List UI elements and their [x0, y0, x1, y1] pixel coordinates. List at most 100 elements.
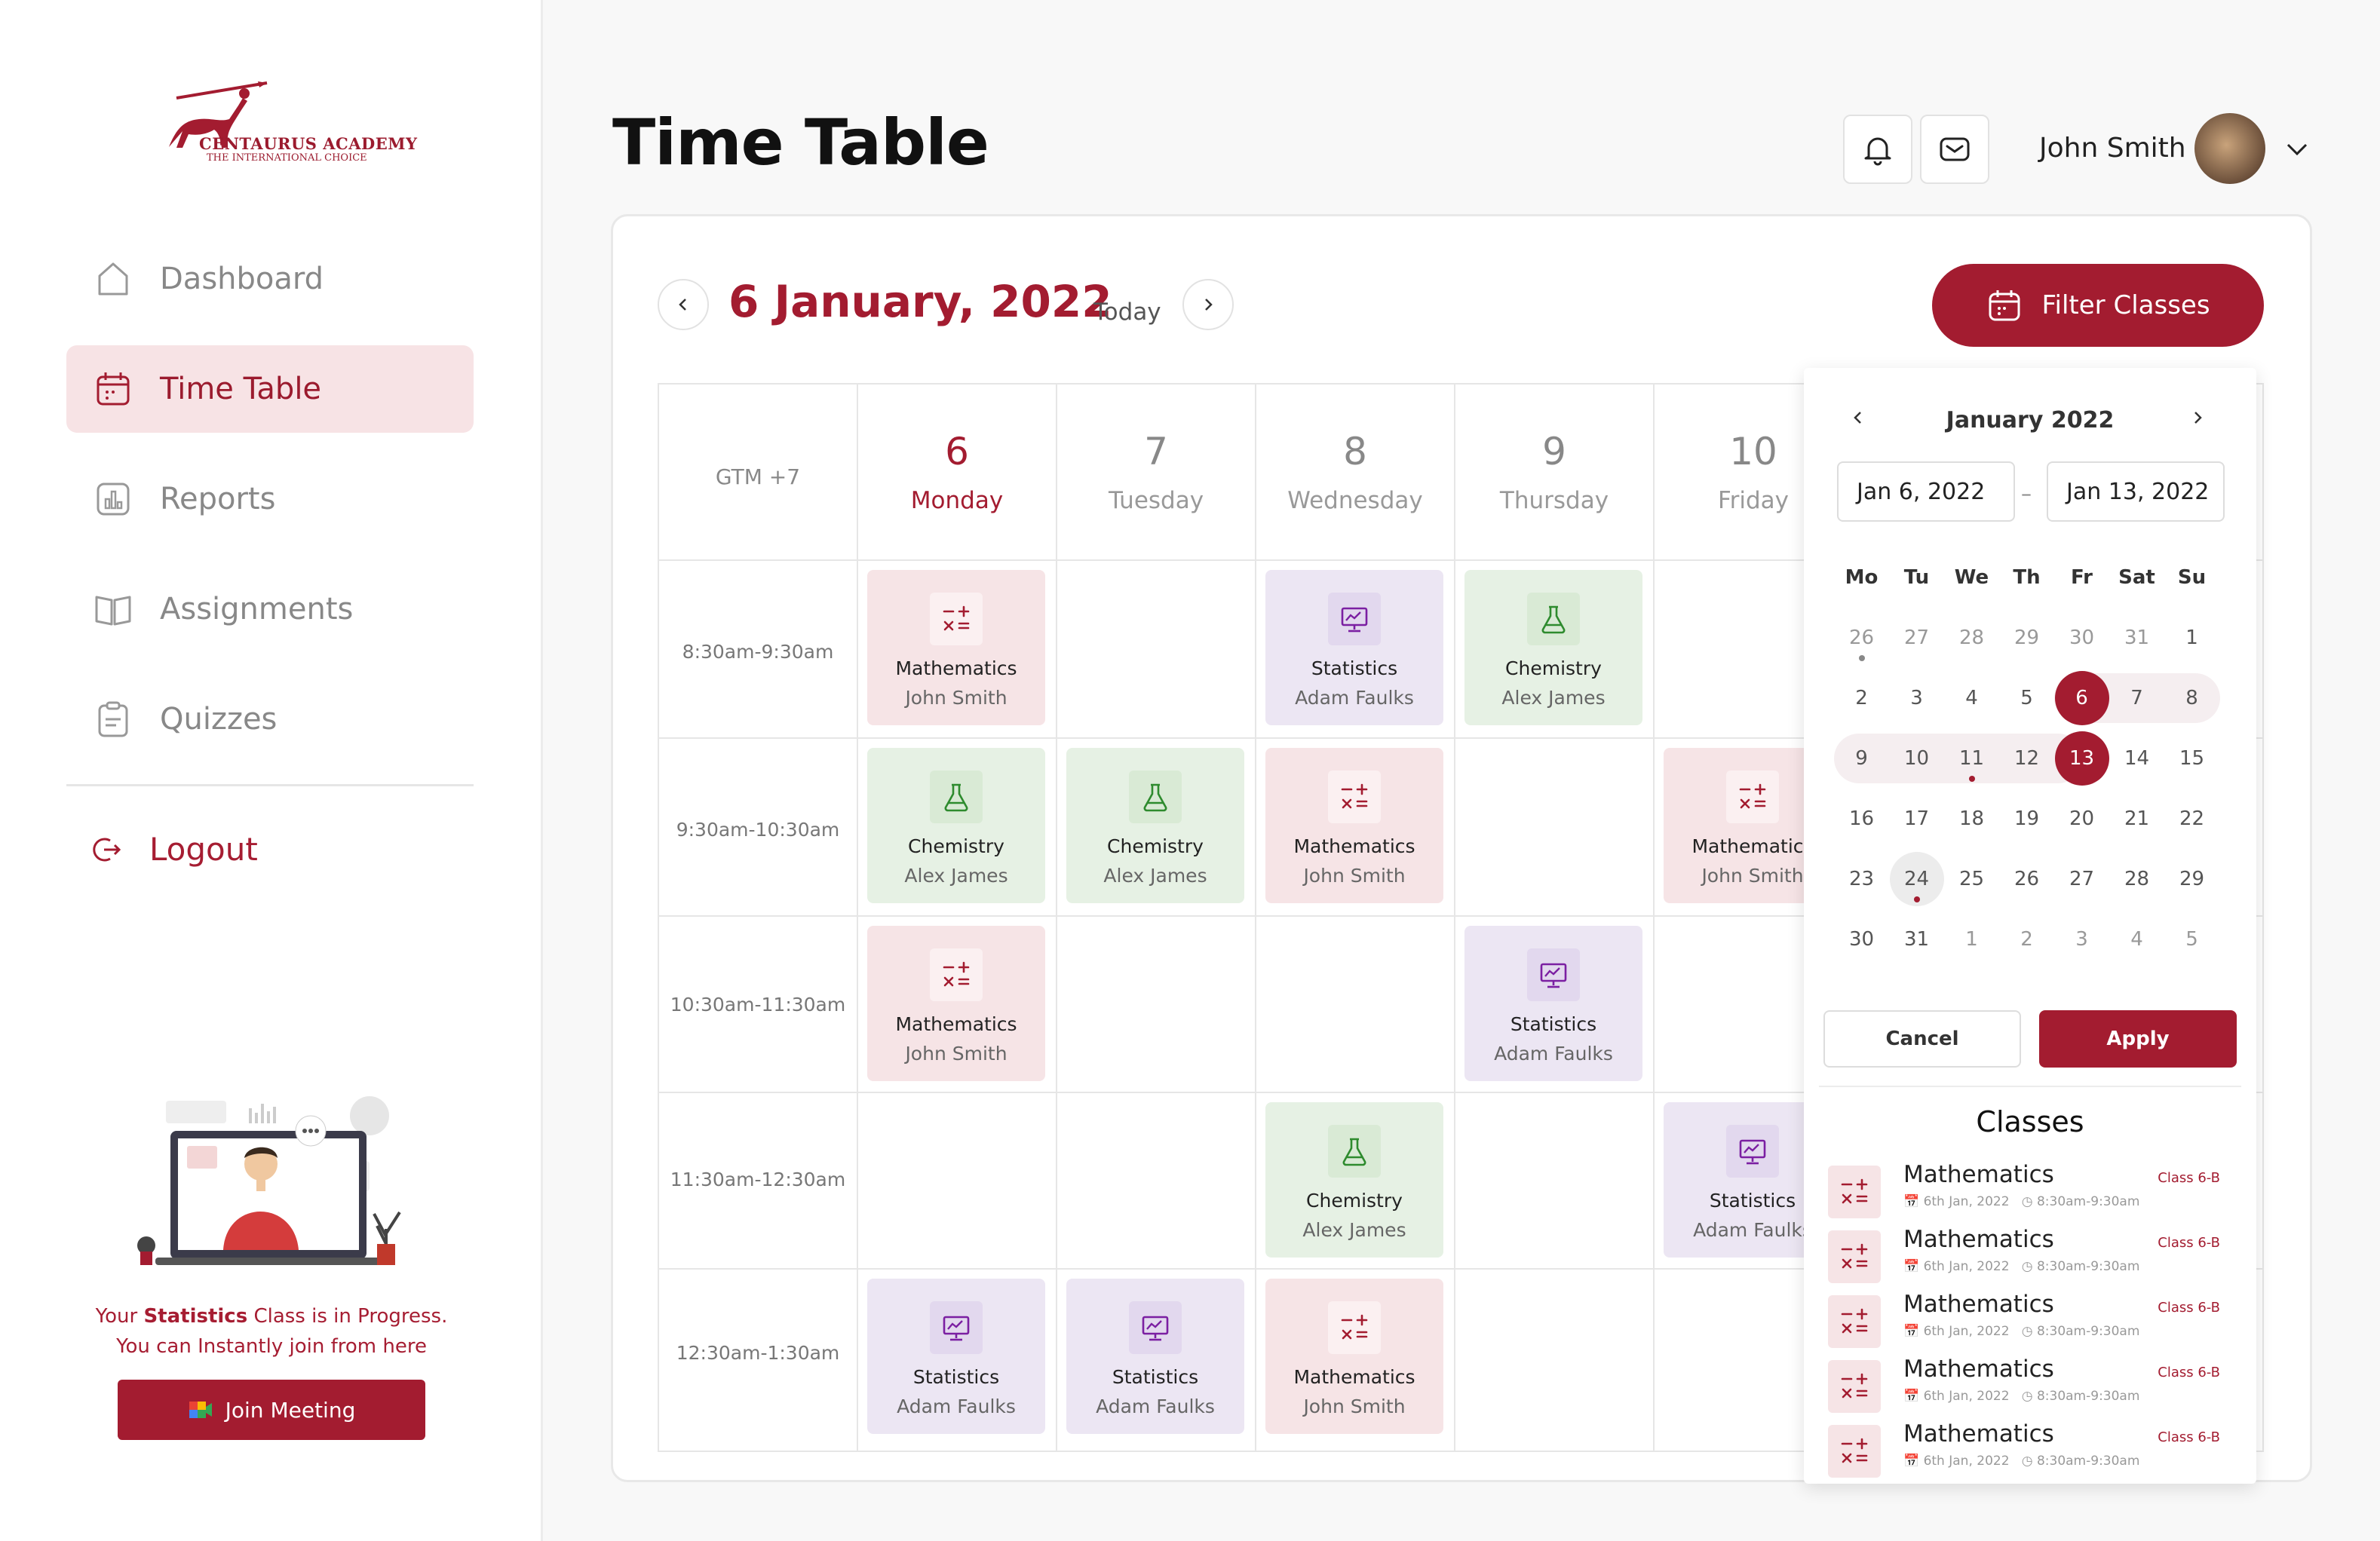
day-number[interactable]: 9: [1542, 430, 1566, 473]
calendar-day[interactable]: 27: [1889, 613, 1944, 663]
sidebar-item-dashboard[interactable]: Dashboard: [66, 235, 474, 323]
home-icon: [98, 262, 128, 296]
class-card[interactable]: Chemistry Alex James: [1066, 748, 1244, 903]
class-subject: Chemistry: [908, 835, 1004, 857]
class-list-item[interactable]: Mathematics Class 6-B 📅 6th Jan, 2022 ◷ 8:…: [1828, 1291, 2250, 1351]
calendar-day[interactable]: 15: [2164, 734, 2219, 783]
calendar-day[interactable]: 8: [2164, 673, 2219, 723]
calendar-day[interactable]: 29: [2164, 854, 2219, 904]
day-number[interactable]: 7: [1144, 430, 1168, 473]
class-card[interactable]: Statistics Adam Faulks: [1464, 926, 1642, 1081]
join-meeting-button[interactable]: Join Meeting: [118, 1380, 425, 1440]
sidebar-item-reports[interactable]: Reports: [66, 455, 474, 543]
calendar-day[interactable]: 1: [2164, 613, 2219, 663]
class-teacher: Alex James: [1302, 1219, 1406, 1241]
calendar-day[interactable]: 17: [1889, 794, 1944, 844]
calendar-day[interactable]: 2: [1834, 673, 1889, 723]
filter-classes-label: Filter Classes: [2041, 290, 2210, 320]
calendar-day[interactable]: 26: [1834, 613, 1889, 663]
next-date-button[interactable]: [1182, 279, 1234, 330]
calendar-day[interactable]: 10: [1889, 734, 1944, 783]
class-list-item[interactable]: Mathematics Class 6-B 📅 6th Jan, 2022 ◷ 8:…: [1828, 1161, 2250, 1221]
calendar-day[interactable]: 14: [2109, 734, 2164, 783]
calendar-day[interactable]: 25: [1944, 854, 1999, 904]
apply-button[interactable]: Apply: [2039, 1010, 2237, 1068]
calendar-day[interactable]: 3: [2054, 914, 2109, 964]
calendar-day[interactable]: 21: [2109, 794, 2164, 844]
class-card[interactable]: Chemistry Alex James: [1265, 1102, 1443, 1258]
academy-logo[interactable]: CENTAURUS ACADEMY THE INTERNATIONAL CHOI…: [154, 75, 417, 173]
calendar-day[interactable]: 16: [1834, 794, 1889, 844]
calendar-day[interactable]: 30: [2054, 613, 2109, 663]
calendar-day[interactable]: 12: [1999, 734, 2054, 783]
logout-button[interactable]: Logout: [90, 831, 258, 868]
calendar-day[interactable]: 4: [2109, 914, 2164, 964]
calendar-day[interactable]: 20: [2054, 794, 2109, 844]
today-link[interactable]: Today: [1093, 299, 1161, 326]
calendar-day[interactable]: 28: [1944, 613, 1999, 663]
class-list-item[interactable]: Mathematics Class 6-B 📅 6th Jan, 2022 ◷ 8:…: [1828, 1226, 2250, 1286]
calendar-day[interactable]: 6: [2054, 671, 2109, 725]
user-name[interactable]: John Smith: [2039, 133, 2186, 164]
math-operators-icon: [1341, 783, 1368, 809]
calendar-day[interactable]: 18: [1944, 794, 1999, 844]
sidebar-item-quizzes[interactable]: Quizzes: [66, 676, 474, 763]
calendar-day[interactable]: 19: [1999, 794, 2054, 844]
calendar-day[interactable]: 11: [1944, 734, 1999, 783]
math-operators-icon: [1841, 1373, 1868, 1399]
calendar-day-number: 3: [2075, 928, 2088, 951]
sidebar-item-assignments[interactable]: Assignments: [66, 565, 474, 653]
class-card[interactable]: Chemistry Alex James: [1464, 570, 1642, 725]
calendar-day[interactable]: 5: [2164, 914, 2219, 964]
class-list-item[interactable]: Mathematics Class 6-B 📅 6th Jan, 2022 ◷ 8:…: [1828, 1420, 2250, 1481]
messages-button[interactable]: [1920, 115, 1989, 184]
calendar-day[interactable]: 7: [2109, 673, 2164, 723]
notifications-button[interactable]: [1843, 115, 1912, 184]
subject-icon: [1828, 1230, 1881, 1283]
calendar-day[interactable]: 1: [1944, 914, 1999, 964]
calendar-day[interactable]: 9: [1834, 734, 1889, 783]
class-card[interactable]: Mathematics John Smith: [1265, 748, 1443, 903]
avatar[interactable]: [2194, 113, 2265, 184]
class-date: 6th Jan, 2022: [1923, 1259, 2010, 1274]
calendar-day[interactable]: 13: [2054, 731, 2109, 786]
start-date-input[interactable]: Jan 6, 2022: [1837, 461, 2015, 522]
calendar-day[interactable]: 4: [1944, 673, 1999, 723]
class-card[interactable]: Mathematics John Smith: [867, 926, 1045, 1081]
class-card[interactable]: Statistics Adam Faulks: [867, 1279, 1045, 1434]
calendar-day[interactable]: 31: [1889, 914, 1944, 964]
next-month-button[interactable]: [2188, 409, 2207, 427]
calendar-day[interactable]: 30: [1834, 914, 1889, 964]
sidebar-item-time-table[interactable]: Time Table: [66, 345, 474, 433]
calendar-day[interactable]: 31: [2109, 613, 2164, 663]
calendar-day[interactable]: 26: [1999, 854, 2054, 904]
class-card[interactable]: Chemistry Alex James: [867, 748, 1045, 903]
day-name: Thursday: [1499, 487, 1609, 514]
day-number[interactable]: 8: [1343, 430, 1367, 473]
end-date-input[interactable]: Jan 13, 2022: [2047, 461, 2225, 522]
filter-classes-button[interactable]: Filter Classes: [1932, 264, 2264, 347]
day-number[interactable]: 6: [945, 430, 969, 473]
class-card[interactable]: Mathematics John Smith: [867, 570, 1045, 725]
calendar-day[interactable]: 3: [1889, 673, 1944, 723]
class-teacher: John Smith: [1303, 865, 1406, 887]
prev-date-button[interactable]: [658, 279, 709, 330]
calendar-day[interactable]: 2: [1999, 914, 2054, 964]
class-list-item[interactable]: Mathematics Class 6-B 📅 6th Jan, 2022 ◷ 8:…: [1828, 1356, 2250, 1416]
calendar-day[interactable]: 28: [2109, 854, 2164, 904]
cancel-button[interactable]: Cancel: [1823, 1010, 2021, 1068]
calendar-day[interactable]: 24: [1889, 852, 1944, 906]
flask-icon: [944, 783, 968, 812]
class-subject: Mathematics: [1903, 1356, 2054, 1383]
calendar-day[interactable]: 29: [1999, 613, 2054, 663]
day-number[interactable]: 10: [1729, 430, 1777, 473]
chevron-down-icon[interactable]: [2283, 136, 2311, 163]
prev-month-button[interactable]: [1849, 409, 1867, 427]
calendar-day[interactable]: 22: [2164, 794, 2219, 844]
class-card[interactable]: Statistics Adam Faulks: [1265, 570, 1443, 725]
calendar-day[interactable]: 5: [1999, 673, 2054, 723]
calendar-day[interactable]: 23: [1834, 854, 1889, 904]
class-card[interactable]: Mathematics John Smith: [1265, 1279, 1443, 1434]
calendar-day[interactable]: 27: [2054, 854, 2109, 904]
class-card[interactable]: Statistics Adam Faulks: [1066, 1279, 1244, 1434]
